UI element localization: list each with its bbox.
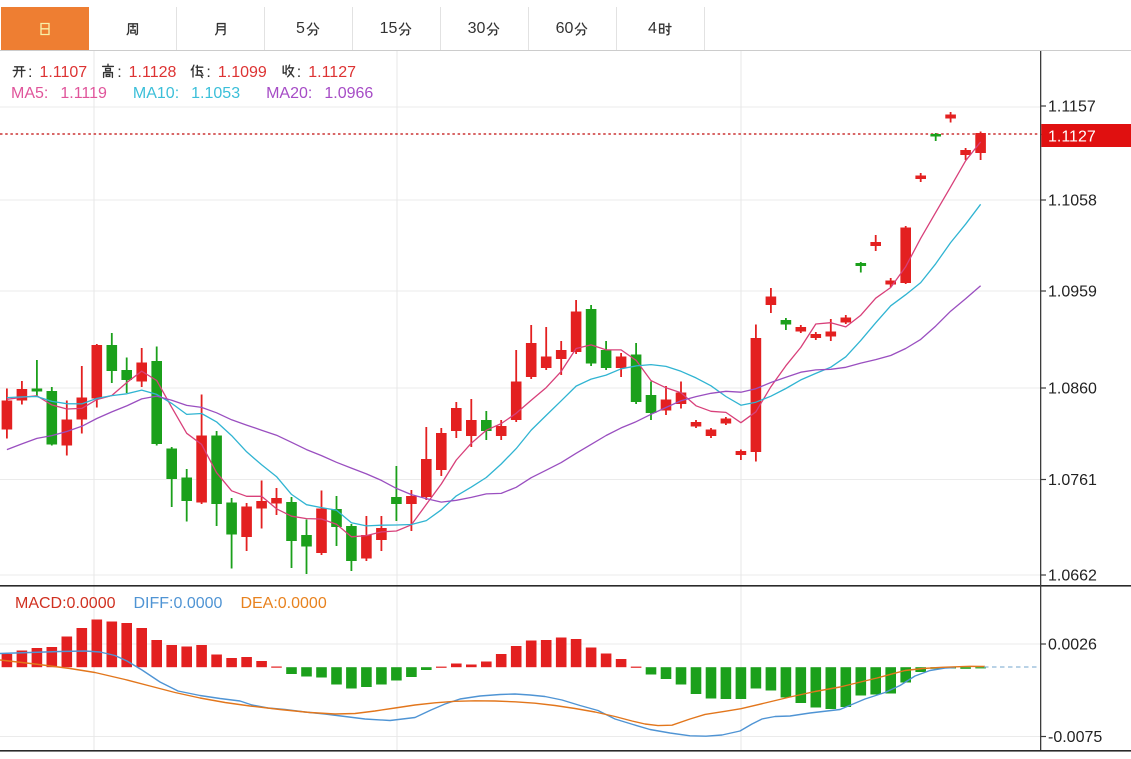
svg-text:1.1058: 1.1058 — [1048, 193, 1097, 210]
svg-text:1.0662: 1.0662 — [1048, 568, 1097, 585]
svg-text:-0.0075: -0.0075 — [1048, 729, 1102, 746]
svg-text:1.0860: 1.0860 — [1048, 381, 1097, 398]
svg-text:1.0959: 1.0959 — [1048, 284, 1097, 301]
svg-text:1.1127: 1.1127 — [1048, 129, 1096, 146]
svg-text:1.0761: 1.0761 — [1048, 472, 1097, 489]
svg-text:0.0026: 0.0026 — [1048, 637, 1097, 654]
svg-text:1.1157: 1.1157 — [1048, 99, 1096, 116]
